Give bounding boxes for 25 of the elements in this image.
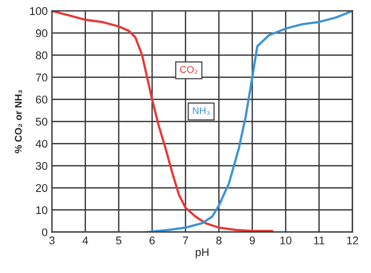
y-tick-label: 30	[36, 162, 48, 170]
y-tick-label: 60	[36, 96, 48, 104]
x-tick-label: 8	[216, 236, 222, 244]
text: NH₃	[192, 107, 210, 115]
y-tick-label: 10	[36, 206, 48, 214]
x-tick-label: 11	[314, 236, 324, 244]
x-axis-title: pH	[196, 248, 208, 258]
text: CO₂	[180, 66, 198, 74]
y-tick-label: 40	[36, 140, 48, 148]
x-tick-label: 9	[250, 236, 255, 244]
y-tick-label: 50	[36, 118, 48, 126]
x-tick-label: 4	[82, 236, 88, 244]
y-tick-label: 0	[42, 228, 48, 236]
x-tick-label: 5	[116, 236, 122, 244]
x-tick-label: 10	[280, 236, 292, 244]
y-tick-label: 100	[30, 7, 48, 16]
x-tick-label: 6	[150, 236, 155, 244]
y-tick-label: 90	[36, 29, 48, 38]
x-tick-label: 7	[182, 236, 188, 244]
y-tick-label: 80	[36, 51, 48, 60]
y-tick-label: 20	[36, 184, 48, 192]
y-tick-label: 70	[36, 74, 48, 82]
y-axis-title: % CO₂ or NH₃	[14, 90, 22, 154]
x-tick-label: 12	[347, 236, 358, 244]
x-tick-label: 3	[49, 236, 55, 244]
